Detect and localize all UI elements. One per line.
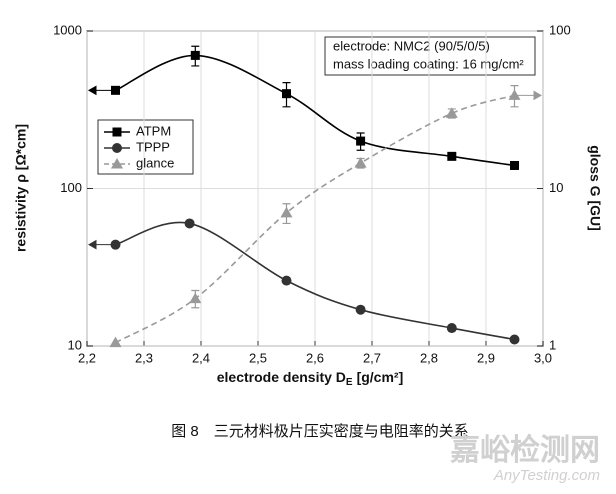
y2-axis-label: gloss G [GU] (587, 145, 603, 231)
marker (445, 107, 458, 118)
y2-tick-label: 100 (549, 22, 571, 37)
marker (282, 89, 291, 99)
x-tick-label: 2,4 (192, 350, 210, 365)
marker (508, 89, 521, 100)
marker (281, 275, 292, 286)
marker (447, 151, 457, 161)
x-tick-label: 2,2 (78, 350, 96, 365)
x-tick-label: 3,0 (534, 350, 552, 365)
marker (190, 50, 200, 60)
watermark: AnyTesting.com (493, 467, 600, 484)
marker (110, 239, 121, 250)
annotation-box (324, 36, 536, 76)
axis-arrow (514, 90, 543, 101)
x-axis-label: electrode density DE [g/cm²] (217, 369, 404, 388)
y-tick-label: 10 (68, 337, 82, 352)
caption: 图 8 三元材料极片压实密度与电阻率的关系 (171, 423, 469, 440)
x-tick-label: 2,3 (135, 350, 153, 365)
y2-tick-label: 10 (549, 180, 563, 195)
marker (189, 292, 202, 304)
x-tick-label: 2,7 (363, 350, 381, 365)
x-tick-label: 2,9 (477, 350, 495, 365)
marker (355, 304, 366, 315)
x-tick-label: 2,6 (306, 350, 324, 365)
x-label-sub: E (346, 377, 353, 388)
y2-tick-label: 1 (549, 337, 556, 352)
legend-label: glance (136, 155, 174, 170)
legend-label: ATPM (136, 123, 171, 138)
marker (184, 218, 195, 229)
marker (356, 136, 366, 146)
annotation: electrode: NMC2 (90/5/0/5) (333, 38, 490, 53)
x-label-main: electrode density D (217, 369, 346, 385)
marker (446, 323, 457, 334)
marker (510, 160, 519, 170)
marker (509, 334, 520, 345)
marker (111, 158, 123, 169)
x-label-unit: [g/cm²] (357, 369, 404, 385)
marker (354, 157, 367, 168)
x-tick-label: 2,5 (249, 350, 267, 365)
series-line (115, 94, 515, 344)
y-axis-label: resistivity ρ [Ω*cm] (13, 124, 29, 252)
y-tick-label: 1000 (53, 22, 82, 37)
marker (112, 143, 122, 153)
marker (112, 127, 122, 137)
y-tick-label: 100 (60, 180, 82, 195)
legend-label: TPPP (136, 139, 170, 154)
marker (109, 336, 122, 348)
marker (111, 85, 120, 95)
watermark: 嘉峪检测网 (450, 433, 600, 467)
marker (280, 206, 293, 218)
x-tick-label: 2,8 (420, 350, 438, 365)
